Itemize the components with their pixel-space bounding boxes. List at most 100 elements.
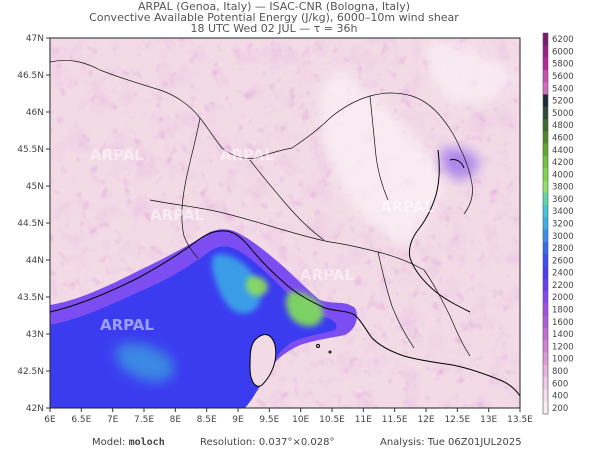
lon-label: 9E [232,415,244,425]
footer-model-value: moloch [128,437,165,448]
colorbar-label: 5600 [552,72,574,82]
footer-resolution-value: 0.037°×0.028° [258,437,335,448]
region-lombardy-emilia [249,159,325,241]
watermark-3: ARPAL [380,198,434,216]
lon-label: 8.5E [197,415,217,425]
lon-label: 10.5E [319,415,345,425]
region-piedmont-liguria [149,199,331,243]
colorbar-label: 1800 [552,306,574,316]
lat-label: 42.5N [17,367,44,377]
lon-label: 11E [355,415,372,425]
lon-label: 11.5E [382,415,408,425]
border-france-italy [181,117,201,259]
lon-label: 6.5E [71,415,91,425]
colorbar-label: 4600 [552,133,574,143]
lon-label: 8E [170,415,182,425]
lon-label: 13.5E [507,415,533,425]
footer-analysis-value: Tue 06Z01JUL2025 [427,437,522,448]
lat-label: 46.5N [17,71,44,81]
hot-cape-green-west [245,276,268,296]
low-cape-po-valley [319,70,442,245]
cape-field [50,38,520,408]
title-line-2: Convective Available Potential Energy (J… [89,11,459,24]
sea-cyan-southwest [115,343,175,382]
watermarks: ARPAL ARPAL ARPAL ARPAL ARPAL ARPAL [90,146,434,334]
colorbar-label: 1200 [552,342,574,352]
lon-label: 12E [417,415,434,425]
lat-label: 47N [26,34,44,44]
borders [50,60,473,357]
lon-label: 6E [44,415,56,425]
lon-label: 7.5E [134,415,154,425]
watermark-1: ARPAL [90,146,144,164]
colorbar-label: 4000 [552,170,574,180]
coastline-tyrrhenian [355,315,520,397]
lat-label: 43.5N [17,293,44,303]
lat-label: 44.5N [17,219,44,229]
colorbar-label: 2600 [552,256,574,266]
watermark-4: ARPAL [150,206,204,224]
colorbar-label: 1600 [552,318,574,328]
low-cape-northeast [428,40,515,104]
region-marche-umbria [423,269,471,357]
lat-label: 43N [26,330,44,340]
colorbar-label: 6200 [552,35,574,45]
colorbar-label: 5800 [552,60,574,70]
hot-cape-green-east [285,291,324,327]
region-tuscany-umbria [377,251,415,349]
title-line-3: 18 UTC Wed 02 JUL — τ = 36h [190,22,358,35]
border-austria [291,92,461,149]
colorbar-label: 200 [552,404,568,414]
footer-model: Model: moloch [92,437,165,448]
colorbar-label: 600 [552,379,568,389]
coastline-ligurian [50,230,357,317]
sea-cyan-patch [212,254,261,314]
lon-label: 12.5E [444,415,470,425]
border-slovenia [459,147,473,215]
colorbar-label: 2800 [552,244,574,254]
lon-label: 10E [292,415,309,425]
colorbar-label: 4800 [552,121,574,131]
lat-label: 45N [26,182,44,192]
lat-label: 42N [26,404,44,414]
colorbar-label: 1000 [552,355,574,365]
footer-resolution-label: Resolution: [200,437,256,448]
colorbar-label: 2400 [552,269,574,279]
colorbar-label: 2000 [552,293,574,303]
watermark-2: ARPAL [220,146,274,164]
watermark-6: ARPAL [100,316,154,334]
colorbar-label: 5000 [552,109,574,119]
title-line-1: ARPAL (Genoa, Italy) — ISAC-CNR (Bologna… [137,0,411,13]
colorbar-label: 3800 [552,183,574,193]
colorbar-label: 5400 [552,84,574,94]
latitude-axis: 47N 46.5N 46N 45.5N 45N 44.5N 44N 43.5N 43N 42.5N… [17,34,50,414]
island-pianosa [328,350,332,354]
colorbar-label: 2200 [552,281,574,291]
coastline-venice-lagoon [449,159,465,169]
footer-analysis-label: Analysis: [380,437,425,448]
colorbar-label: 400 [552,392,568,402]
colorbar-label: 4200 [552,158,574,168]
lon-label: 13E [480,415,497,425]
longitude-axis: 6E 6.5E 7E 7.5E 8E 8.5E 9E 9.5E 10E 10.5E 11E 11.5E… [44,408,533,425]
cape-map: ARPAL ARPAL ARPAL ARPAL ARPAL ARPAL 47N4… [17,34,533,425]
colorbar-label: 3200 [552,220,574,230]
colorbar-label: 5200 [552,97,574,107]
lon-label: 9.5E [259,415,279,425]
region-trentino-veneto [369,95,389,201]
colorbar-label: 3000 [552,232,574,242]
colorbar-label: 4400 [552,146,574,156]
watermark-5: ARPAL [300,266,354,284]
colorbar-label: 1400 [552,330,574,340]
colorbar-label: 3400 [552,207,574,217]
lat-label: 44N [26,256,44,266]
colorbar-label: 3600 [552,195,574,205]
lat-label: 45.5N [17,145,44,155]
lat-label: 46N [26,108,44,118]
coastline-corsica [249,334,277,387]
colorbar-label: 800 [552,367,568,377]
island-elba [316,344,320,348]
footer-resolution: Resolution: 0.037°×0.028° [200,437,334,448]
footer-model-label: Model: [92,437,126,448]
lon-label: 7E [107,415,119,425]
